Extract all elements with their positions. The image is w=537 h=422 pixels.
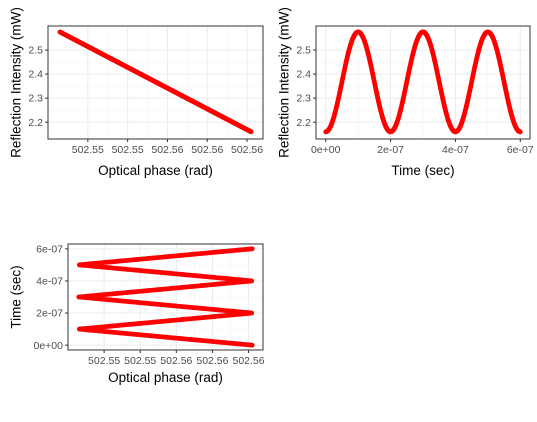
- x-axis-label: Optical phase (rad): [108, 370, 223, 385]
- x-tick-label: 502.56: [151, 144, 183, 156]
- y-tick-label: 2.4: [296, 69, 311, 81]
- panel-border: [67, 243, 264, 351]
- x-tick-label: 502.56: [196, 355, 228, 367]
- y-tick-label: 2.3: [28, 93, 43, 105]
- y-tick-label: 2.5: [28, 45, 43, 57]
- data-series: [76, 246, 255, 348]
- y-tick-label: 2.3: [296, 93, 311, 105]
- x-tick-label: 4e-07: [442, 144, 469, 156]
- data-point: [248, 129, 254, 135]
- y-tick-label: 4e-07: [36, 276, 63, 288]
- x-tick-label: 502.56: [160, 355, 192, 367]
- data-series: [323, 29, 523, 135]
- x-tick-label: 2e-07: [377, 144, 404, 156]
- chart-panel-phase_vs_time: 502.55 502.55 502.56 502.56 502.56 0e+00 2e-07…: [9, 243, 265, 385]
- y-axis-label: Reflection Intensity (mW): [9, 7, 24, 158]
- panel-border: [47, 25, 264, 140]
- x-tick-label: 502.56: [231, 144, 263, 156]
- x-tick-label: 502.56: [232, 355, 264, 367]
- x-tick-label: 502.55: [88, 355, 120, 367]
- chart-panel-phase_vs_intensity: 502.55 502.55 502.56 502.56 502.56 2.2 2.3 2.4 2…: [9, 7, 264, 178]
- x-tick-label: 502.55: [124, 355, 156, 367]
- data-series: [57, 29, 254, 135]
- y-tick-label: 2.2: [28, 117, 43, 129]
- x-axis-label: Optical phase (rad): [98, 163, 213, 178]
- x-tick-label: 502.55: [112, 144, 144, 156]
- y-axis-label: Reflection Intensity (mW): [277, 7, 292, 158]
- y-tick-label: 6e-07: [36, 243, 63, 255]
- x-tick-label: 6e-07: [507, 144, 534, 156]
- x-axis-label: Time (sec): [391, 163, 454, 178]
- y-tick-label: 2.2: [296, 117, 311, 129]
- y-tick-label: 2e-07: [36, 308, 63, 320]
- x-tick-label: 502.55: [72, 144, 104, 156]
- chart-panel-time_vs_intensity: 0e+00 2e-07 4e-07 6e-07 2.2 2.3 2.4 2.5 Time (se…: [277, 7, 534, 178]
- x-tick-label: 502.56: [191, 144, 223, 156]
- y-tick-label: 2.5: [296, 45, 311, 57]
- x-tick-label: 0e+00: [311, 144, 341, 156]
- data-point: [249, 246, 255, 252]
- y-axis-label: Time (sec): [9, 265, 24, 328]
- panel-border: [315, 25, 531, 140]
- y-tick-label: 2.4: [28, 69, 43, 81]
- data-point: [517, 129, 523, 135]
- y-tick-label: 0e+00: [34, 340, 64, 352]
